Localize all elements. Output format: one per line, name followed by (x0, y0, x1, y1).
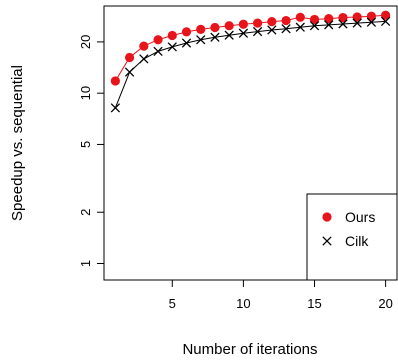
data-point-cilk (153, 46, 163, 57)
data-point-ours (381, 10, 391, 20)
data-point-ours (281, 15, 291, 26)
y-tick-label: 20 (78, 35, 93, 49)
x-axis: 5 10 15 20 (169, 280, 393, 311)
data-point-ours (352, 12, 362, 22)
y-tick-label: 5 (78, 141, 93, 148)
data-point-ours (125, 52, 135, 63)
legend-marker-ours (322, 212, 332, 222)
legend: Ours Cilk (306, 193, 398, 281)
data-point-cilk (281, 24, 291, 34)
plot-frame (103, 5, 398, 281)
series-cilk (110, 16, 391, 113)
data-point-ours (309, 14, 320, 25)
legend-box (306, 193, 398, 281)
data-point-cilk (338, 19, 348, 29)
data-point-ours (196, 24, 206, 34)
data-point-cilk (224, 30, 234, 40)
legend-label-ours: Ours (345, 209, 375, 225)
data-point-ours (153, 35, 163, 45)
data-point-cilk (196, 35, 206, 45)
data-point-cilk (124, 67, 135, 77)
data-point-cilk (210, 32, 220, 42)
data-point-ours (295, 12, 305, 22)
data-point-ours (366, 11, 376, 21)
series-ours (110, 10, 391, 86)
y-axis: 1 2 5 10 20 (78, 35, 104, 267)
data-point-ours (110, 76, 120, 86)
data-point-ours (338, 12, 348, 23)
x-tick-label: 5 (169, 296, 176, 311)
data-point-cilk (352, 18, 362, 28)
legend-label-cilk: Cilk (345, 233, 369, 249)
series-line-cilk (114, 20, 386, 109)
data-point-ours (267, 17, 277, 27)
data-point-ours (253, 18, 263, 28)
x-axis-title: Number of iterations (182, 341, 317, 358)
x-tick-label: 15 (307, 296, 321, 311)
data-point-cilk (238, 28, 249, 38)
y-axis-title: Speedup vs. sequential (9, 65, 26, 221)
data-point-cilk (110, 103, 121, 113)
data-point-cilk (139, 54, 149, 64)
data-point-cilk (295, 22, 305, 32)
legend-marker-cilk (322, 236, 332, 246)
y-tick-label: 2 (78, 209, 93, 216)
data-point-ours (224, 21, 234, 31)
x-tick-label: 20 (378, 296, 392, 311)
y-tick-label: 10 (78, 86, 93, 100)
series-layer (110, 10, 391, 113)
data-point-cilk (324, 20, 334, 30)
data-point-ours (181, 27, 192, 37)
data-point-ours (238, 19, 248, 29)
data-point-ours (324, 14, 334, 24)
y-tick-label: 1 (78, 260, 93, 267)
data-point-ours (139, 41, 149, 51)
data-point-cilk (252, 26, 263, 37)
data-point-cilk (309, 21, 320, 31)
data-point-cilk (366, 17, 377, 27)
data-point-ours (210, 22, 220, 33)
data-point-ours (167, 30, 177, 41)
data-point-cilk (267, 25, 277, 35)
data-point-cilk (167, 42, 177, 52)
data-point-cilk (181, 38, 192, 48)
data-point-cilk (380, 16, 391, 27)
x-tick-label: 10 (236, 296, 250, 311)
legend-items: Ours Cilk (322, 209, 375, 249)
